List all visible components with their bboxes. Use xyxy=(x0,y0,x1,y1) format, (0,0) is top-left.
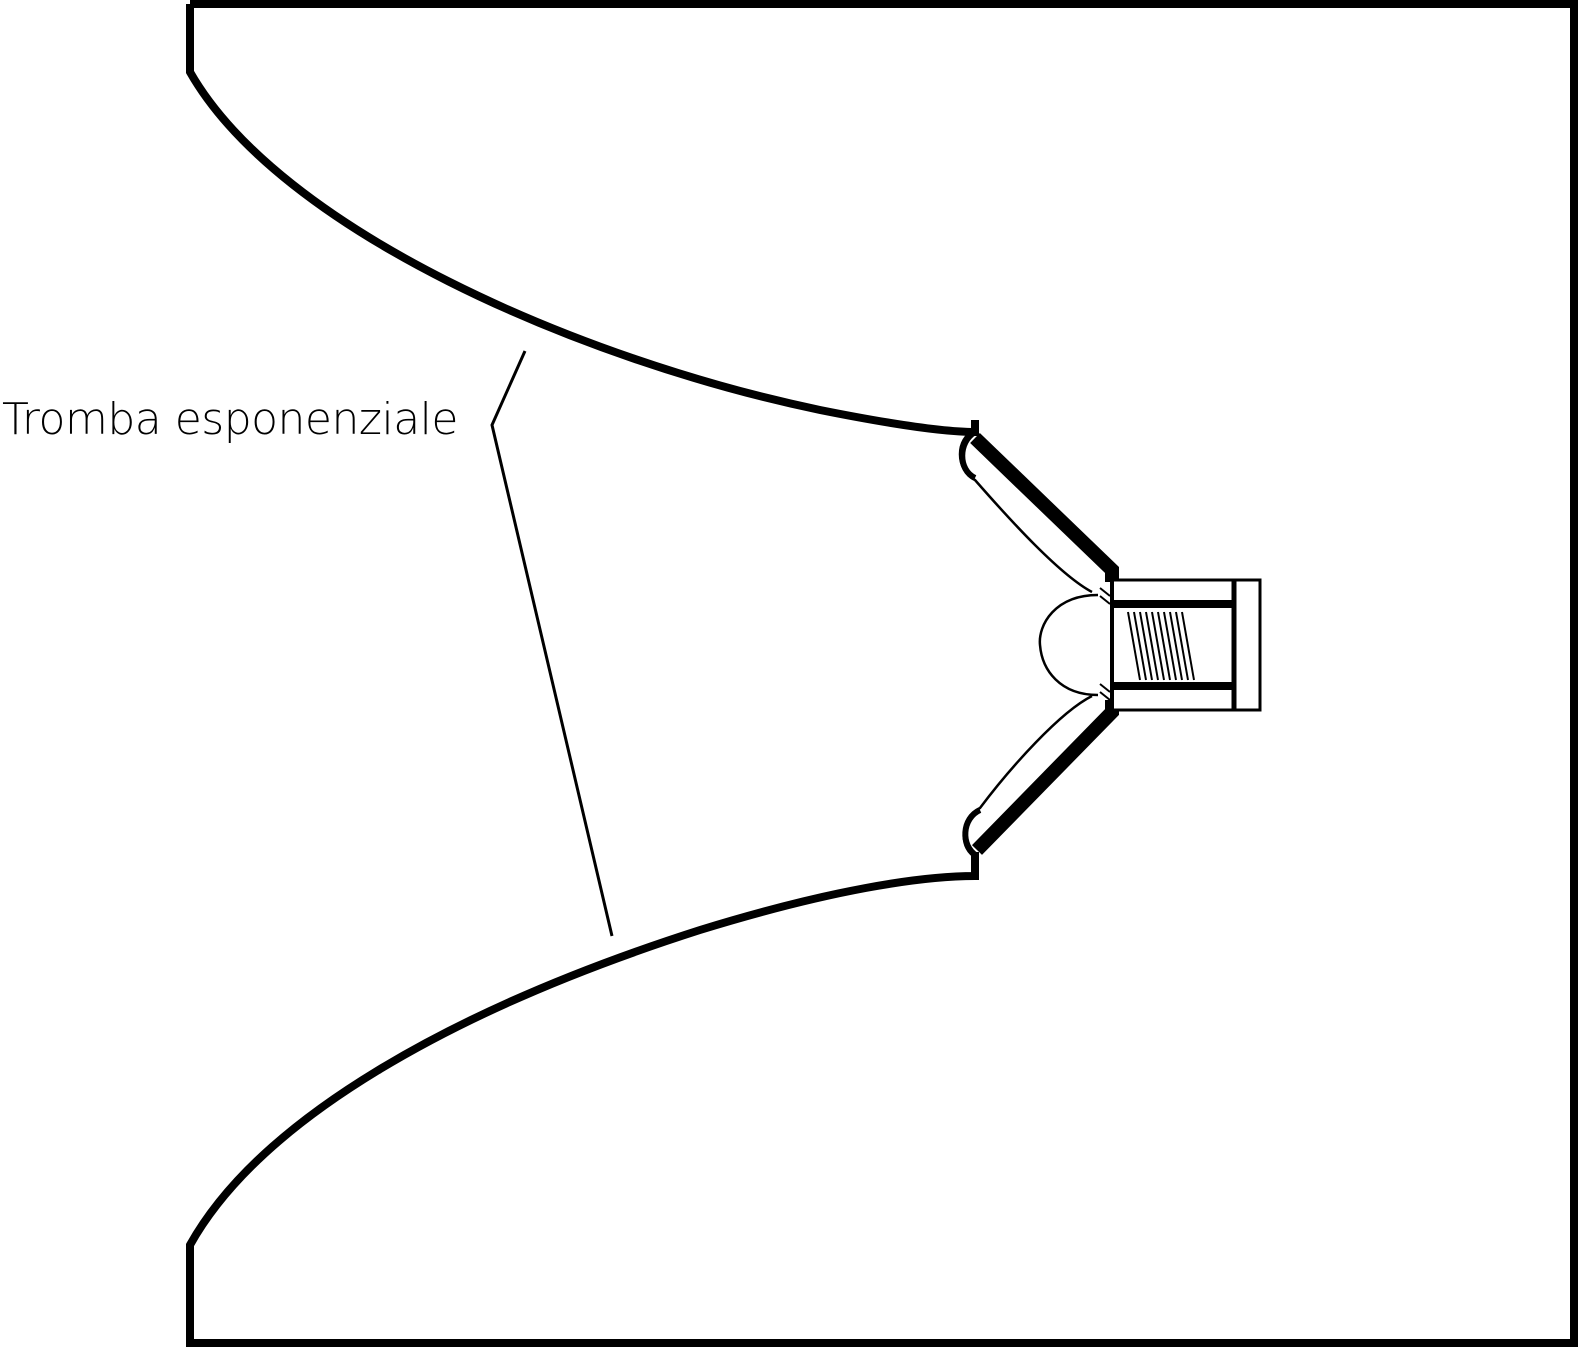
surround-upper-bead xyxy=(959,429,977,481)
magnet-assembly xyxy=(1110,578,1262,712)
surround-upper xyxy=(958,428,1093,594)
dome-diaphragm xyxy=(1038,593,1099,697)
leader-line xyxy=(490,350,614,937)
surround-lower xyxy=(962,694,1093,860)
horn-outline xyxy=(186,0,1578,1347)
throat-wall-lower xyxy=(971,700,1119,855)
throat-wall-upper xyxy=(970,432,1119,582)
surround-lower-bead xyxy=(962,807,982,859)
voice-coil xyxy=(1127,611,1195,681)
horn-label: Tromba esponenziale xyxy=(2,394,458,445)
coil-gap-marks xyxy=(1099,587,1111,701)
